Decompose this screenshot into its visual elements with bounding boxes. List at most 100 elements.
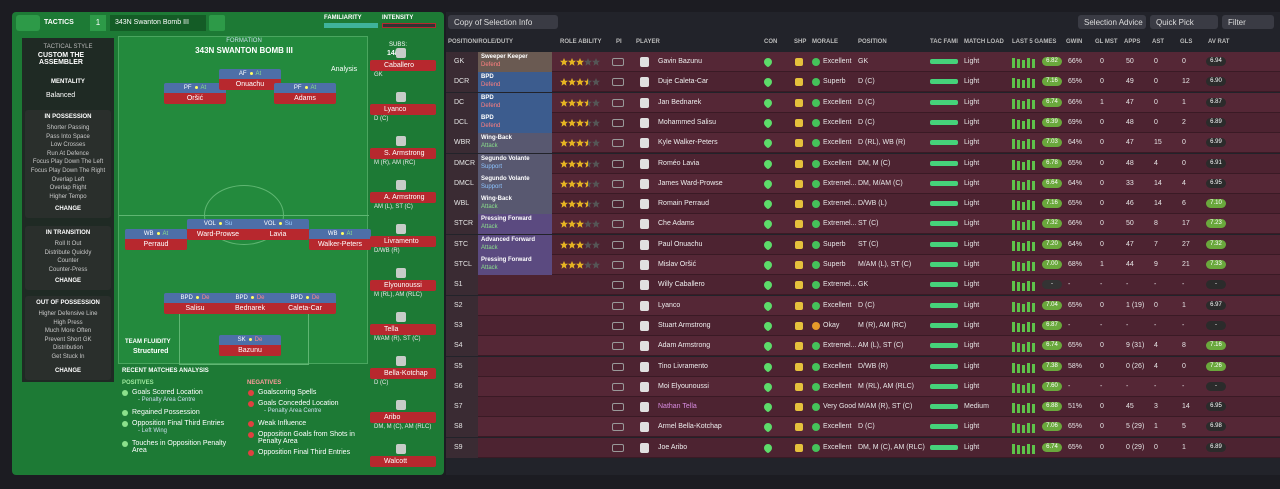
table-row[interactable]: WBL Wing-Back Attack Romain Perraud Extremel… — [446, 194, 1280, 215]
pi-icon[interactable] — [612, 179, 624, 188]
pi-icon[interactable] — [612, 139, 624, 148]
player[interactable]: Mislav Oršić — [658, 261, 697, 268]
player[interactable]: Tino Livramento — [658, 362, 708, 370]
player[interactable]: Willy Caballero — [658, 281, 705, 289]
bench-player[interactable]: S. Armstrong M (R), AM (RC) — [370, 136, 436, 168]
player-card[interactable]: WB At Perraud — [125, 229, 187, 251]
pi-icon[interactable] — [612, 382, 624, 391]
add-tactic[interactable] — [209, 15, 225, 31]
player[interactable]: Romain Perraud — [658, 200, 709, 208]
table-row[interactable]: S8 Armel Bella-Kotchap Excellent D (C) Light… — [446, 417, 1280, 438]
column-header[interactable]: AV RAT — [1208, 39, 1230, 45]
column-header[interactable]: MORALE — [812, 39, 838, 45]
role[interactable]: BPD — [481, 114, 494, 121]
column-header[interactable]: GLS — [1180, 39, 1193, 45]
bench-player[interactable]: Walcott — [370, 444, 436, 476]
bench-player[interactable]: Bella-Kotchap D (C) — [370, 356, 436, 388]
player[interactable]: Armel Bella-Kotchap — [658, 423, 722, 431]
player-card[interactable]: AF At Onuachu — [219, 69, 281, 91]
pi-icon[interactable] — [612, 281, 624, 290]
table-row[interactable]: DMCL Segundo Volante Support James Ward-Pro… — [446, 173, 1280, 194]
player[interactable]: Jan Bednarek — [658, 98, 702, 106]
quick-pick[interactable]: Quick Pick — [1150, 15, 1218, 29]
player[interactable]: Nathan Tella — [658, 403, 697, 411]
player[interactable]: Roméo Lavia — [658, 159, 700, 167]
role[interactable]: Pressing Forward — [481, 257, 532, 263]
role[interactable]: Segundo Volante — [481, 175, 530, 182]
pi-icon[interactable] — [612, 321, 624, 330]
column-header[interactable]: LAST 5 GAMES — [1012, 39, 1057, 45]
table-row[interactable]: STCL Pressing Forward Attack Mislav Oršić Su… — [446, 255, 1280, 275]
player[interactable]: Paul Onuachu — [658, 240, 703, 248]
column-header[interactable]: APPS — [1124, 39, 1141, 45]
bench-player[interactable]: Lyanco D (C) — [370, 92, 436, 124]
table-row[interactable]: S5 Tino Livramento Excellent D/WB (R) Light 7… — [446, 356, 1280, 377]
player-card[interactable]: PF At Adams — [274, 83, 336, 105]
table-row[interactable]: DC BPD Defend Jan Bednarek Excellent D (C) Lig… — [446, 92, 1280, 113]
table-row[interactable]: S7 Nathan Tella Very Good M/AM (R), ST (C) M… — [446, 397, 1280, 418]
pi-icon[interactable] — [612, 58, 624, 66]
bench-player[interactable]: Aribo DM, M (C), AM (RLC) — [370, 400, 436, 432]
table-row[interactable]: DCR BPD Defend Duje Caleta-Car Superb D (C) Li… — [446, 72, 1280, 93]
pi-icon[interactable] — [612, 301, 624, 310]
table-row[interactable]: S4 Adam Armstrong Extremel... AM (L), ST (C… — [446, 336, 1280, 357]
role[interactable]: BPD — [481, 94, 494, 101]
role[interactable]: Segundo Volante — [481, 155, 530, 162]
role[interactable]: Advanced Forward — [481, 236, 536, 243]
pi-icon[interactable] — [612, 342, 624, 351]
column-header[interactable]: CON — [764, 39, 778, 45]
formation-name[interactable]: 343N SWANTON BOMB III — [195, 46, 293, 55]
column-header[interactable]: POSITION/ROLE/DUTY — [448, 39, 514, 45]
pi-icon[interactable] — [612, 200, 624, 209]
table-row[interactable]: S3 Stuart Armstrong Okay M (R), AM (RC) Ligh… — [446, 315, 1280, 336]
column-header[interactable]: ROLE ABILITY — [560, 39, 602, 45]
player-card[interactable]: WB At Walker-Peters — [309, 229, 371, 251]
bench-player[interactable]: Caballero GK — [370, 48, 436, 80]
role[interactable]: BPD — [481, 74, 494, 81]
selection-advice[interactable]: Selection Advice — [1078, 15, 1146, 29]
role[interactable]: Sweeper Keeper — [481, 54, 528, 60]
table-row[interactable]: DMCR Segundo Volante Support Roméo Lavia Exc… — [446, 153, 1280, 174]
table-row[interactable]: STCR Pressing Forward Attack Che Adams Extre… — [446, 214, 1280, 235]
player-card[interactable]: BPD De Salisu — [164, 293, 226, 315]
player[interactable]: Adam Armstrong — [658, 342, 711, 350]
pi-icon[interactable] — [612, 78, 624, 87]
table-row[interactable]: S9 Joe Aribo Excellent DM, M (C), AM (RLC) L… — [446, 437, 1280, 458]
player[interactable]: Duje Caleta-Car — [658, 78, 709, 86]
back-button[interactable] — [16, 15, 40, 31]
role[interactable]: Wing-Back — [481, 135, 512, 142]
bench-player[interactable]: A. Armstrong AM (L), ST (C) — [370, 180, 436, 212]
change-button[interactable]: CHANGE — [54, 206, 81, 212]
table-row[interactable]: S1 Willy Caballero Extremel... GK Light - - - - -… — [446, 275, 1280, 296]
player[interactable]: Stuart Armstrong — [658, 321, 711, 329]
pi-icon[interactable] — [612, 261, 624, 269]
pi-icon[interactable] — [612, 423, 624, 432]
column-header[interactable]: PLAYER — [636, 39, 660, 45]
column-header[interactable]: SHP — [794, 39, 807, 45]
table-row[interactable]: S6 Moi Elyounoussi Excellent M (RL), AM (RL… — [446, 376, 1280, 397]
filter[interactable]: Filter — [1222, 15, 1274, 29]
column-header[interactable]: POSITION — [858, 39, 887, 45]
pi-icon[interactable] — [612, 220, 624, 229]
pi-icon[interactable] — [612, 98, 624, 107]
pi-icon[interactable] — [612, 118, 624, 127]
player[interactable]: Moi Elyounoussi — [658, 382, 709, 390]
table-row[interactable]: DCL BPD Defend Mohammed Salisu Excellent D (C… — [446, 112, 1280, 133]
column-header[interactable]: AST — [1152, 39, 1164, 45]
player[interactable]: James Ward-Prowse — [658, 179, 723, 187]
table-row[interactable]: S2 Lyanco Excellent D (C) Light 7.04 65% 0 1 (19… — [446, 295, 1280, 316]
style-name[interactable]: CUSTOM THE ASSEMBLER — [37, 52, 85, 66]
player[interactable]: Gavin Bazunu — [658, 58, 702, 65]
tactic-select[interactable]: 343N Swanton Bomb III — [110, 15, 206, 31]
bench-player[interactable]: Elyounoussi M (RL), AM (RLC) — [370, 268, 436, 300]
table-row[interactable]: WBR Wing-Back Attack Kyle Walker-Peters Exce… — [446, 133, 1280, 154]
player[interactable]: Kyle Walker-Peters — [658, 139, 718, 147]
change-button[interactable]: CHANGE — [54, 368, 81, 374]
change-button[interactable]: CHANGE — [54, 278, 81, 284]
player-card[interactable]: SK De Bazunu — [219, 335, 281, 357]
mentality-select[interactable]: Balanced — [46, 92, 76, 99]
player[interactable]: Lyanco — [658, 301, 681, 309]
column-header[interactable]: PI — [616, 39, 622, 45]
player-card[interactable]: BPD De Bednarek — [219, 293, 281, 315]
pi-icon[interactable] — [612, 362, 624, 371]
